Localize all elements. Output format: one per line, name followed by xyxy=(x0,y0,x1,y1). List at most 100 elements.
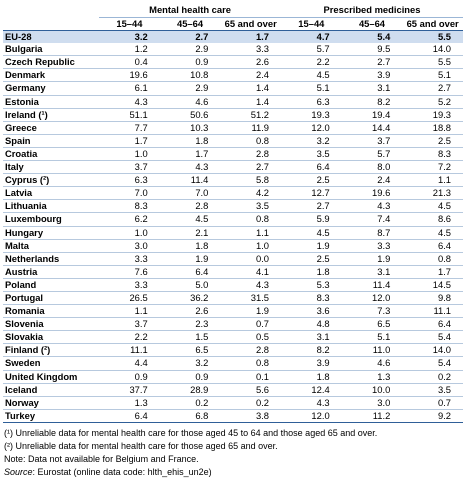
value-cell: 31.5 xyxy=(220,291,282,306)
value-cell: 0.1 xyxy=(220,370,282,384)
value-cell: 3.1 xyxy=(341,81,403,96)
value-cell: 2.1 xyxy=(159,226,221,240)
value-cell: 2.7 xyxy=(281,199,342,214)
value-cell: 4.7 xyxy=(281,30,342,44)
value-cell: 5.1 xyxy=(341,330,403,345)
value-cell: 4.6 xyxy=(159,95,221,109)
value-cell: 2.3 xyxy=(159,317,221,332)
value-cell: 7.2 xyxy=(402,160,463,175)
country-name: Croatia xyxy=(3,147,100,162)
value-cell: 0.7 xyxy=(220,317,282,332)
value-cell: 5.2 xyxy=(402,95,463,109)
value-cell: 8.3 xyxy=(99,199,160,214)
value-cell: 10.3 xyxy=(159,121,221,135)
value-cell: 9.2 xyxy=(402,409,463,423)
value-cell: 3.5 xyxy=(220,199,282,214)
value-cell: 0.0 xyxy=(220,252,282,266)
value-cell: 14.0 xyxy=(402,343,463,358)
value-cell: 3.3 xyxy=(99,252,160,266)
value-cell: 3.5 xyxy=(402,382,463,397)
value-cell: 19.6 xyxy=(341,186,403,201)
value-cell: 6.4 xyxy=(281,160,342,175)
country-name: Slovakia xyxy=(3,330,100,345)
value-cell: 6.4 xyxy=(402,239,463,253)
value-cell: 0.2 xyxy=(402,370,463,384)
value-cell: 8.2 xyxy=(341,95,403,109)
value-cell: 28.9 xyxy=(159,382,221,397)
source-text: : Eurostat (online data code: hlth_ehis_… xyxy=(32,467,212,477)
value-cell: 4.5 xyxy=(402,226,463,240)
table-row: Portugal 26.5 36.2 31.5 8.3 12.0 9.8 xyxy=(3,291,463,306)
table-row: Romania 1.1 2.6 1.9 3.6 7.3 11.1 xyxy=(3,304,463,319)
table-row: Czech Republic 0.4 0.9 2.6 2.2 2.7 5.5 xyxy=(3,55,463,70)
value-cell: 5.1 xyxy=(281,81,342,96)
value-cell: 3.9 xyxy=(281,356,342,371)
value-cell: 1.0 xyxy=(220,239,282,253)
corner-cell xyxy=(3,17,100,32)
value-cell: 14.4 xyxy=(341,121,403,135)
value-cell: 5.1 xyxy=(402,68,463,83)
country-name: Portugal xyxy=(3,291,100,306)
column-header: 45–64 xyxy=(341,17,403,32)
value-cell: 1.0 xyxy=(99,147,160,162)
value-cell: 1.9 xyxy=(281,239,342,253)
value-cell: 0.8 xyxy=(220,134,282,148)
value-cell: 3.1 xyxy=(281,330,342,345)
value-cell: 0.2 xyxy=(220,396,282,410)
value-cell: 4.2 xyxy=(220,186,282,201)
value-cell: 4.3 xyxy=(341,199,403,214)
value-cell: 2.5 xyxy=(281,252,342,266)
column-header: 15–44 xyxy=(99,17,160,32)
table-row: Luxembourg 6.2 4.5 0.8 5.9 7.4 8.6 xyxy=(3,212,463,227)
table-row: Estonia 4.3 4.6 1.4 6.3 8.2 5.2 xyxy=(3,95,463,109)
value-cell: 4.5 xyxy=(159,212,221,227)
value-cell: 12.0 xyxy=(341,291,403,306)
value-cell: 4.3 xyxy=(281,396,342,410)
value-cell: 4.3 xyxy=(159,160,221,175)
country-name: Romania xyxy=(3,304,100,319)
value-cell: 6.3 xyxy=(281,95,342,109)
value-cell: 2.8 xyxy=(220,147,282,162)
value-cell: 7.3 xyxy=(341,304,403,319)
value-cell: 2.8 xyxy=(220,343,282,358)
value-cell: 11.1 xyxy=(99,343,160,358)
table-row: Austria 7.6 6.4 4.1 1.8 3.1 1.7 xyxy=(3,265,463,279)
value-cell: 3.0 xyxy=(341,396,403,410)
value-cell: 51.1 xyxy=(99,108,160,122)
value-cell: 1.7 xyxy=(99,134,160,148)
table-row: Slovenia 3.7 2.3 0.7 4.8 6.5 6.4 xyxy=(3,317,463,332)
value-cell: 5.0 xyxy=(159,278,221,292)
value-cell: 5.6 xyxy=(220,382,282,397)
value-cell: 2.7 xyxy=(341,55,403,70)
value-cell: 2.5 xyxy=(281,173,342,188)
value-cell: 4.3 xyxy=(220,278,282,292)
value-cell: 11.4 xyxy=(341,278,403,292)
country-name: Lithuania xyxy=(3,199,100,214)
value-cell: 7.0 xyxy=(99,186,160,201)
country-name: Spain xyxy=(3,134,100,148)
country-name: Ireland (¹) xyxy=(3,108,100,122)
country-name: Netherlands xyxy=(3,252,100,266)
table-row: Hungary 1.0 2.1 1.1 4.5 8.7 4.5 xyxy=(3,226,463,240)
table-row: Spain 1.7 1.8 0.8 3.2 3.7 2.5 xyxy=(3,134,463,148)
table-row: Latvia 7.0 7.0 4.2 12.7 19.6 21.3 xyxy=(3,186,463,201)
value-cell: 0.5 xyxy=(220,330,282,345)
footnote-2: (²) Unreliable data for mental health ca… xyxy=(4,441,278,451)
value-cell: 2.9 xyxy=(159,43,221,57)
table-row: United Kingdom 0.9 0.9 0.1 1.8 1.3 0.2 xyxy=(3,370,463,384)
data-table: Mental health care Prescribed medicines … xyxy=(3,2,463,423)
value-cell: 1.8 xyxy=(281,265,342,279)
value-cell: 19.3 xyxy=(402,108,463,122)
value-cell: 3.2 xyxy=(281,134,342,148)
column-header: 65 and over xyxy=(402,17,463,32)
value-cell: 5.5 xyxy=(402,30,463,44)
value-cell: 0.9 xyxy=(99,370,160,384)
value-cell: 3.9 xyxy=(341,68,403,83)
value-cell: 1.2 xyxy=(99,43,160,57)
value-cell: 2.7 xyxy=(159,30,221,44)
value-cell: 0.8 xyxy=(220,212,282,227)
value-cell: 3.0 xyxy=(99,239,160,253)
value-cell: 4.5 xyxy=(281,226,342,240)
value-cell: 3.7 xyxy=(341,134,403,148)
value-cell: 11.4 xyxy=(159,173,221,188)
